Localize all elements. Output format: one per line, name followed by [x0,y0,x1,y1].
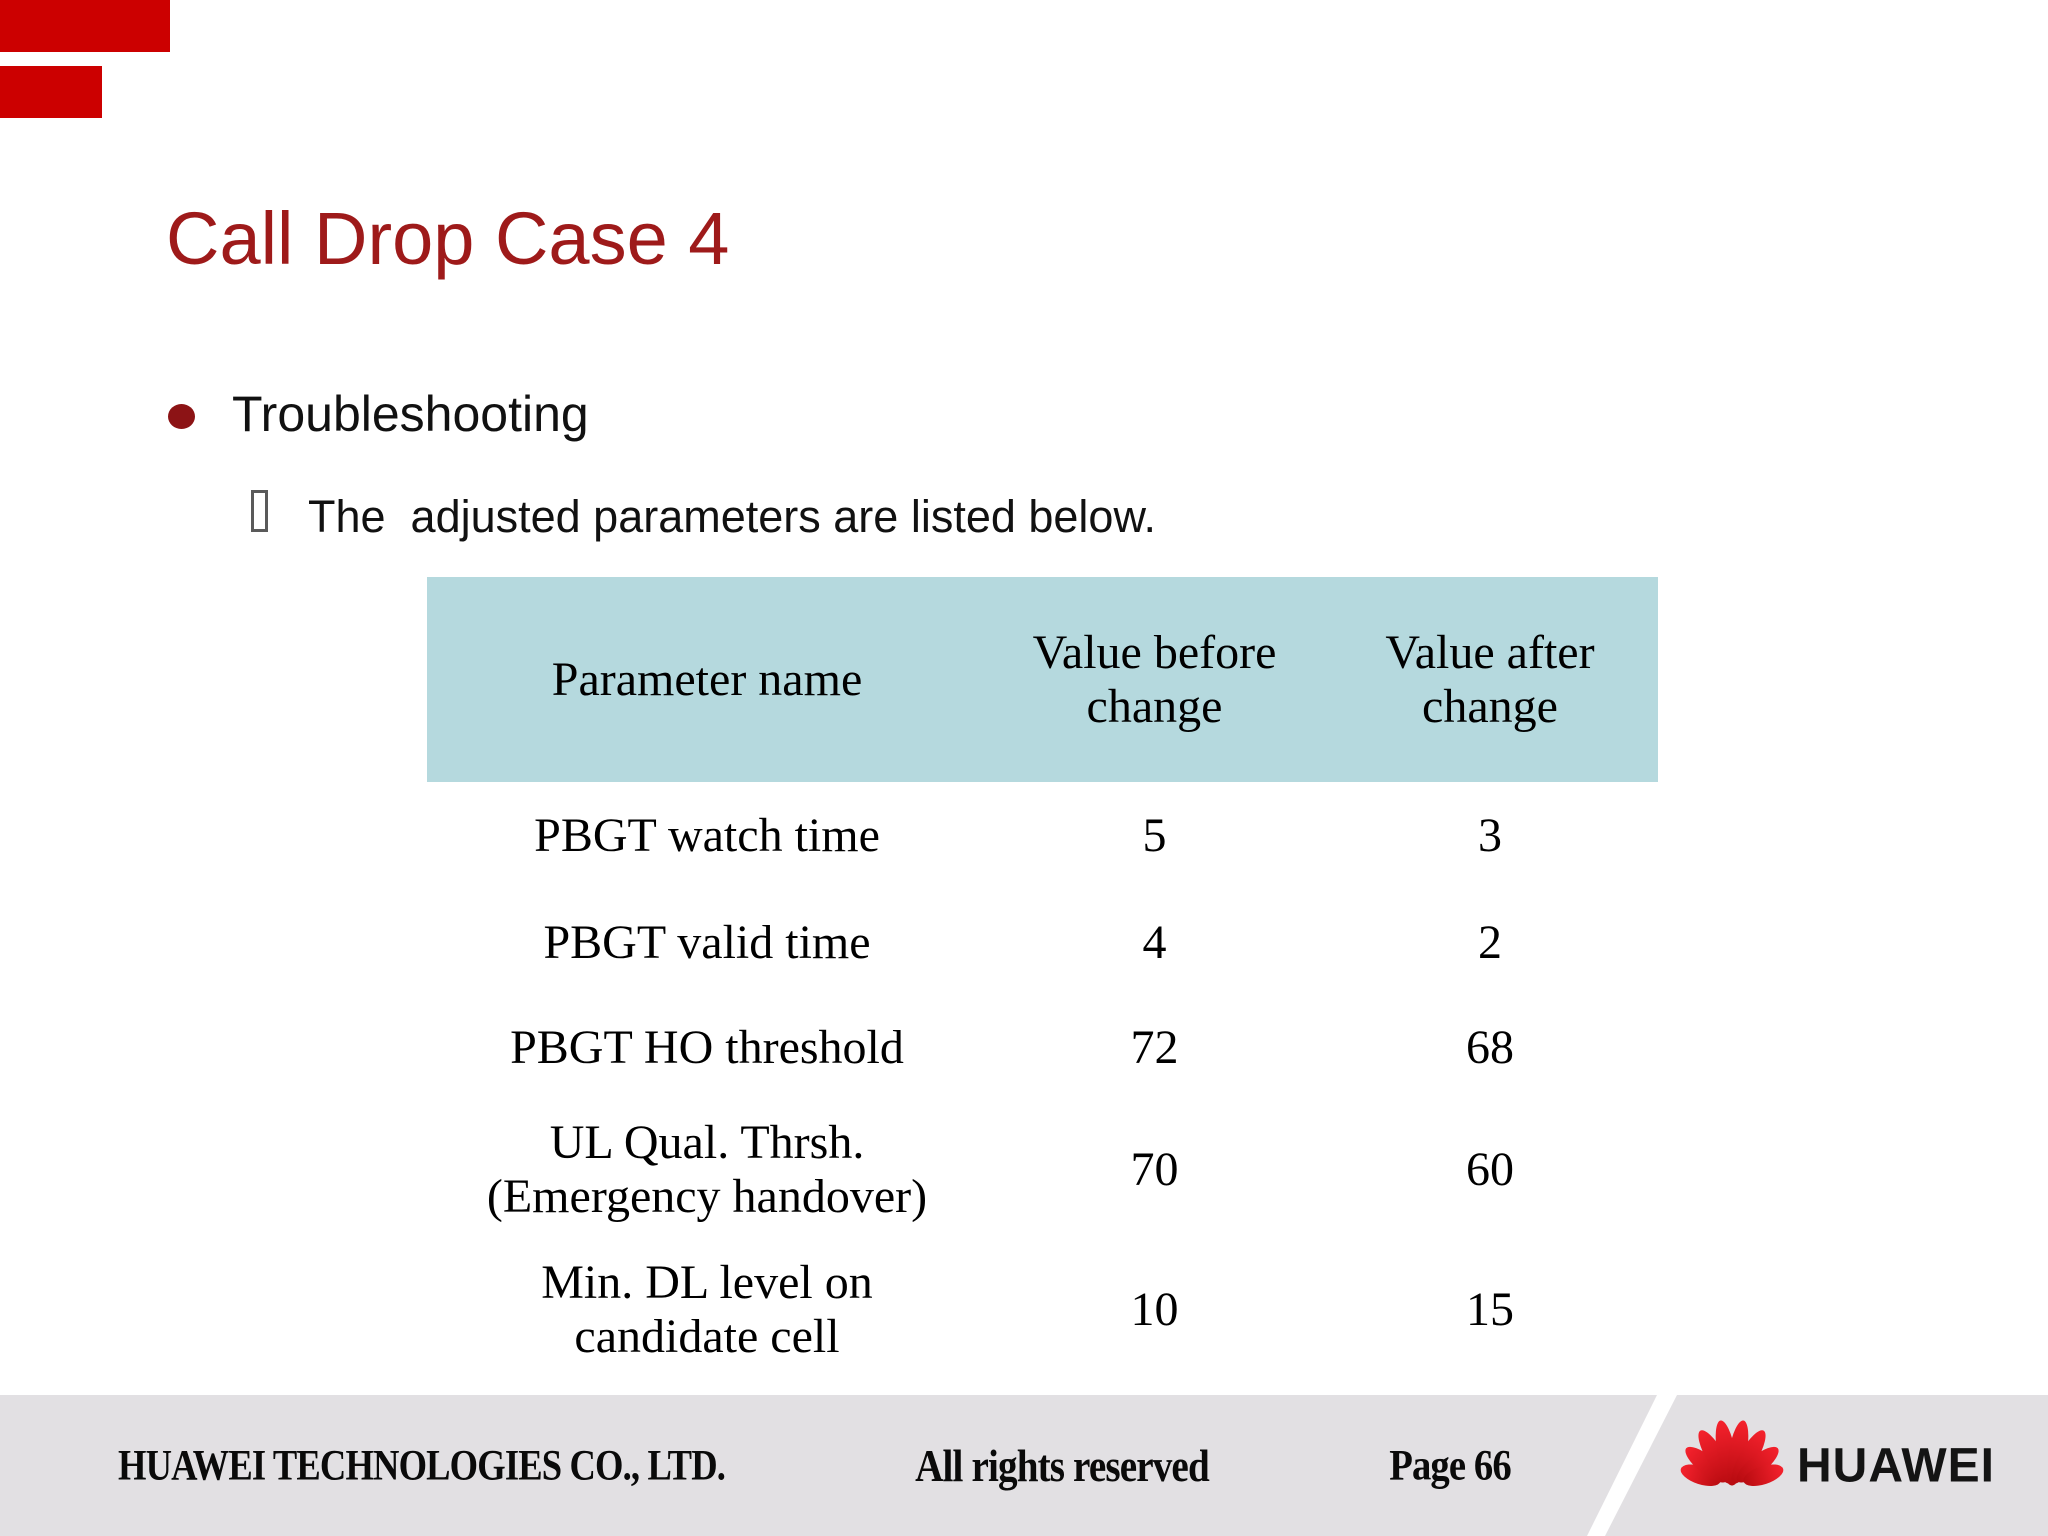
cell-value-before: 4 [1142,916,1167,970]
table-row: Min. DL level on candidate cell 10 15 [427,1240,1658,1380]
footer-page-number: Page 66 [1389,1442,1511,1489]
sub-bullet-box-icon [251,490,268,532]
sub-bullet-text: The adjusted parameters are listed below… [308,491,1156,542]
cell-parameter-name: PBGT valid time [543,916,871,970]
cell-parameter-name: UL Qual. Thrsh. (Emergency handover) [486,1116,928,1223]
table-row: UL Qual. Thrsh. (Emergency handover) 70 … [427,1100,1658,1240]
table-row: PBGT valid time 4 2 [427,890,1658,996]
table-header-row: Parameter name Value before change Value… [427,577,1658,782]
cell-value-after: 2 [1478,916,1502,970]
footer-rights-text: All rights reserved [915,1440,1210,1491]
cell-parameter-name: Min. DL level on candidate cell [541,1256,873,1363]
header-cell-value-before: Value before change [1032,625,1277,733]
footer-band [0,1395,1657,1536]
cell-value-before: 70 [1130,1143,1179,1197]
header-cell-parameter-name: Parameter name [551,652,863,706]
bullet-dot-icon [168,404,195,429]
cell-value-after: 3 [1478,809,1502,863]
cell-parameter-name: PBGT watch time [534,809,880,863]
table-body: PBGT watch time 5 3 PBGT valid time 4 2 … [427,782,1658,1380]
cell-value-after: 60 [1466,1143,1514,1197]
footer-company-name: HUAWEI TECHNOLOGIES CO., LTD. [118,1442,726,1489]
page-title: Call Drop Case 4 [166,197,730,280]
cell-value-after: 15 [1466,1283,1514,1337]
cell-value-before: 5 [1142,809,1167,863]
cell-value-after: 68 [1466,1021,1514,1075]
huawei-wordmark: HUAWEI [1797,1439,1995,1492]
footer: HUAWEI TECHNOLOGIES CO., LTD. All rights… [0,1395,2048,1536]
bullet-troubleshooting: Troubleshooting [232,386,589,442]
cell-value-before: 72 [1130,1021,1179,1075]
cell-value-before: 10 [1130,1283,1179,1337]
cell-parameter-name: PBGT HO threshold [510,1021,904,1075]
huawei-logo-icon [1680,1420,1784,1487]
corner-accent-bar-large [0,0,170,52]
corner-accent-bar-small [0,66,102,118]
header-cell-value-after: Value after change [1385,625,1595,733]
table-row: PBGT HO threshold 72 68 [427,996,1658,1100]
table-row: PBGT watch time 5 3 [427,782,1658,890]
footer-logo-panel: HUAWEI [1605,1395,2048,1536]
